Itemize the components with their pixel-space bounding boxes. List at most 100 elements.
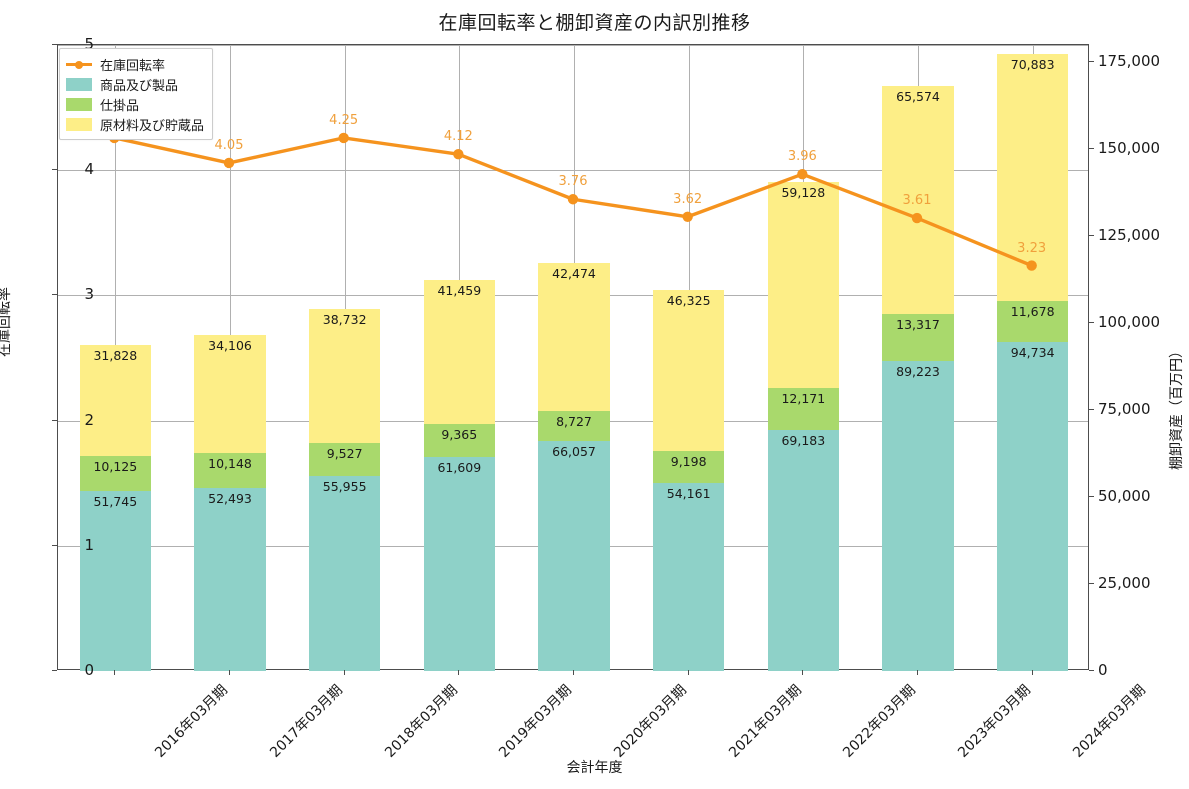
left-axis-tick-mark [52, 419, 57, 421]
right-axis-tick-label: 100,000 [1098, 313, 1161, 332]
line-value-label: 3.62 [673, 191, 703, 207]
bar-value-label: 66,057 [552, 444, 596, 460]
bar-value-label: 12,171 [781, 391, 826, 407]
x-axis-tick-label: 2017年03月期 [267, 682, 346, 761]
bar-segment [79, 455, 151, 492]
bar-segment [423, 456, 495, 671]
x-axis-tick-label: 2018年03月期 [381, 682, 461, 761]
x-axis-tick-label: 2022年03月期 [840, 682, 920, 761]
bar-segment [653, 289, 725, 451]
line-value-label: 3.76 [558, 174, 588, 190]
legend-item-label: 仕掛品 [100, 98, 140, 114]
left-axis-tick-mark [52, 169, 57, 171]
bar-segment [194, 488, 266, 671]
line-value-label: 4.05 [214, 137, 244, 153]
bar-value-label: 65,574 [896, 89, 940, 105]
right-axis-tick-mark [1089, 583, 1094, 585]
left-axis-tick-label: 4 [84, 160, 94, 179]
x-axis-tick-mark [802, 670, 804, 675]
right-axis-tick-mark [1089, 235, 1094, 237]
x-axis-tick-label: 2020年03月期 [611, 682, 690, 761]
bar-value-label: 94,734 [1010, 344, 1055, 360]
bar-value-label: 8,727 [556, 413, 592, 429]
x-axis-tick-label: 2021年03月期 [725, 682, 805, 761]
bar-value-label: 11,678 [1010, 303, 1055, 319]
line-value-label: 3.61 [902, 193, 932, 209]
bar-value-label: 52,493 [208, 491, 252, 507]
right-axis-tick-mark [1089, 322, 1094, 324]
bar-segment [767, 182, 839, 389]
right-axis-tick-label: 125,000 [1098, 226, 1161, 245]
left-axis-label: 在庫回転率 [0, 287, 13, 357]
left-axis-tick-label: 1 [84, 535, 94, 554]
x-axis-tick-label: 2016年03月期 [152, 682, 232, 761]
bar-value-label: 9,198 [670, 453, 707, 469]
line-value-label: 3.23 [1017, 240, 1047, 256]
right-axis-tick-label: 175,000 [1098, 52, 1161, 71]
bar-value-label: 59,128 [781, 185, 826, 201]
right-axis-tick-label: 75,000 [1098, 400, 1151, 419]
right-axis-tick-label: 25,000 [1098, 574, 1151, 593]
bar-segment [538, 263, 610, 411]
line-value-label: 4.25 [329, 112, 359, 128]
legend-swatch-icon [66, 77, 92, 91]
right-axis-tick-mark [1089, 670, 1094, 671]
plot-area: 51,745 10,125 31,828 52,493 10,148 34,106 55,9… [57, 44, 1089, 671]
legend-item-label: 商品及び製品 [100, 78, 179, 94]
x-axis-tick-mark [573, 670, 574, 675]
bar-segment [423, 279, 495, 425]
legend-item[interactable]: 商品及び製品 [66, 74, 204, 94]
bar-segment [767, 430, 839, 671]
gridline [58, 45, 1088, 46]
x-axis-tick-label: 2024年03月期 [1069, 682, 1149, 761]
right-axis-tick-mark [1089, 496, 1094, 498]
bar-segment [882, 314, 954, 361]
bar-value-label: 42,474 [552, 266, 596, 282]
bar-segment [997, 300, 1069, 342]
right-axis-tick-mark [1089, 61, 1094, 63]
bar-segment [538, 410, 610, 442]
chart-title: 在庫回転率と棚卸資産の内訳別推移 [438, 12, 751, 34]
left-axis-tick-mark [52, 44, 57, 45]
bar-segment [653, 450, 725, 483]
left-axis-tick-mark [52, 670, 57, 671]
x-axis-tick-mark [458, 670, 460, 675]
legend-item[interactable]: 原材料及び貯蔵品 [66, 114, 204, 134]
bar-segment [79, 491, 151, 671]
bar-value-label: 9,527 [326, 446, 363, 462]
bar-segment [194, 453, 266, 489]
bar-value-label: 54,161 [666, 485, 711, 501]
bar-value-label: 9,365 [441, 427, 478, 443]
right-axis-tick-mark [1089, 148, 1094, 150]
bar-segment [309, 443, 381, 477]
bar-value-label: 13,317 [896, 317, 940, 333]
right-axis-tick-label: 0 [1098, 661, 1108, 679]
legend-item[interactable]: 在庫回転率 [66, 54, 204, 74]
bar-segment [882, 360, 954, 671]
bar-value-label: 10,125 [93, 458, 138, 474]
bar-segment [79, 345, 151, 456]
x-axis-tick-mark [229, 670, 230, 675]
bar-value-label: 10,148 [208, 456, 252, 472]
legend-line-icon [66, 58, 92, 71]
bar-segment [767, 388, 839, 431]
bar-segment [309, 308, 381, 444]
bar-segment [423, 424, 495, 457]
x-axis-tick-mark [343, 670, 345, 675]
x-axis-tick-mark [1031, 670, 1033, 675]
left-axis-tick-label: 2 [84, 410, 94, 429]
legend-swatch-icon [66, 97, 92, 111]
bar-segment [538, 441, 610, 671]
legend: 在庫回転率商品及び製品 仕掛品 原材料及び貯蔵品 [59, 48, 214, 140]
bar-segment [653, 482, 725, 671]
bar-value-label: 70,883 [1010, 57, 1055, 73]
bar-value-label: 38,732 [322, 311, 367, 327]
bar-value-label: 34,106 [208, 337, 252, 353]
right-axis-label: 棚卸資産（百万円） [1169, 344, 1185, 470]
line-value-label: 3.96 [787, 149, 817, 165]
legend-item[interactable]: 仕掛品 [66, 94, 204, 114]
legend-swatch-icon [66, 117, 92, 131]
bar-value-label: 69,183 [781, 433, 826, 449]
bar-value-label: 51,745 [93, 494, 138, 510]
